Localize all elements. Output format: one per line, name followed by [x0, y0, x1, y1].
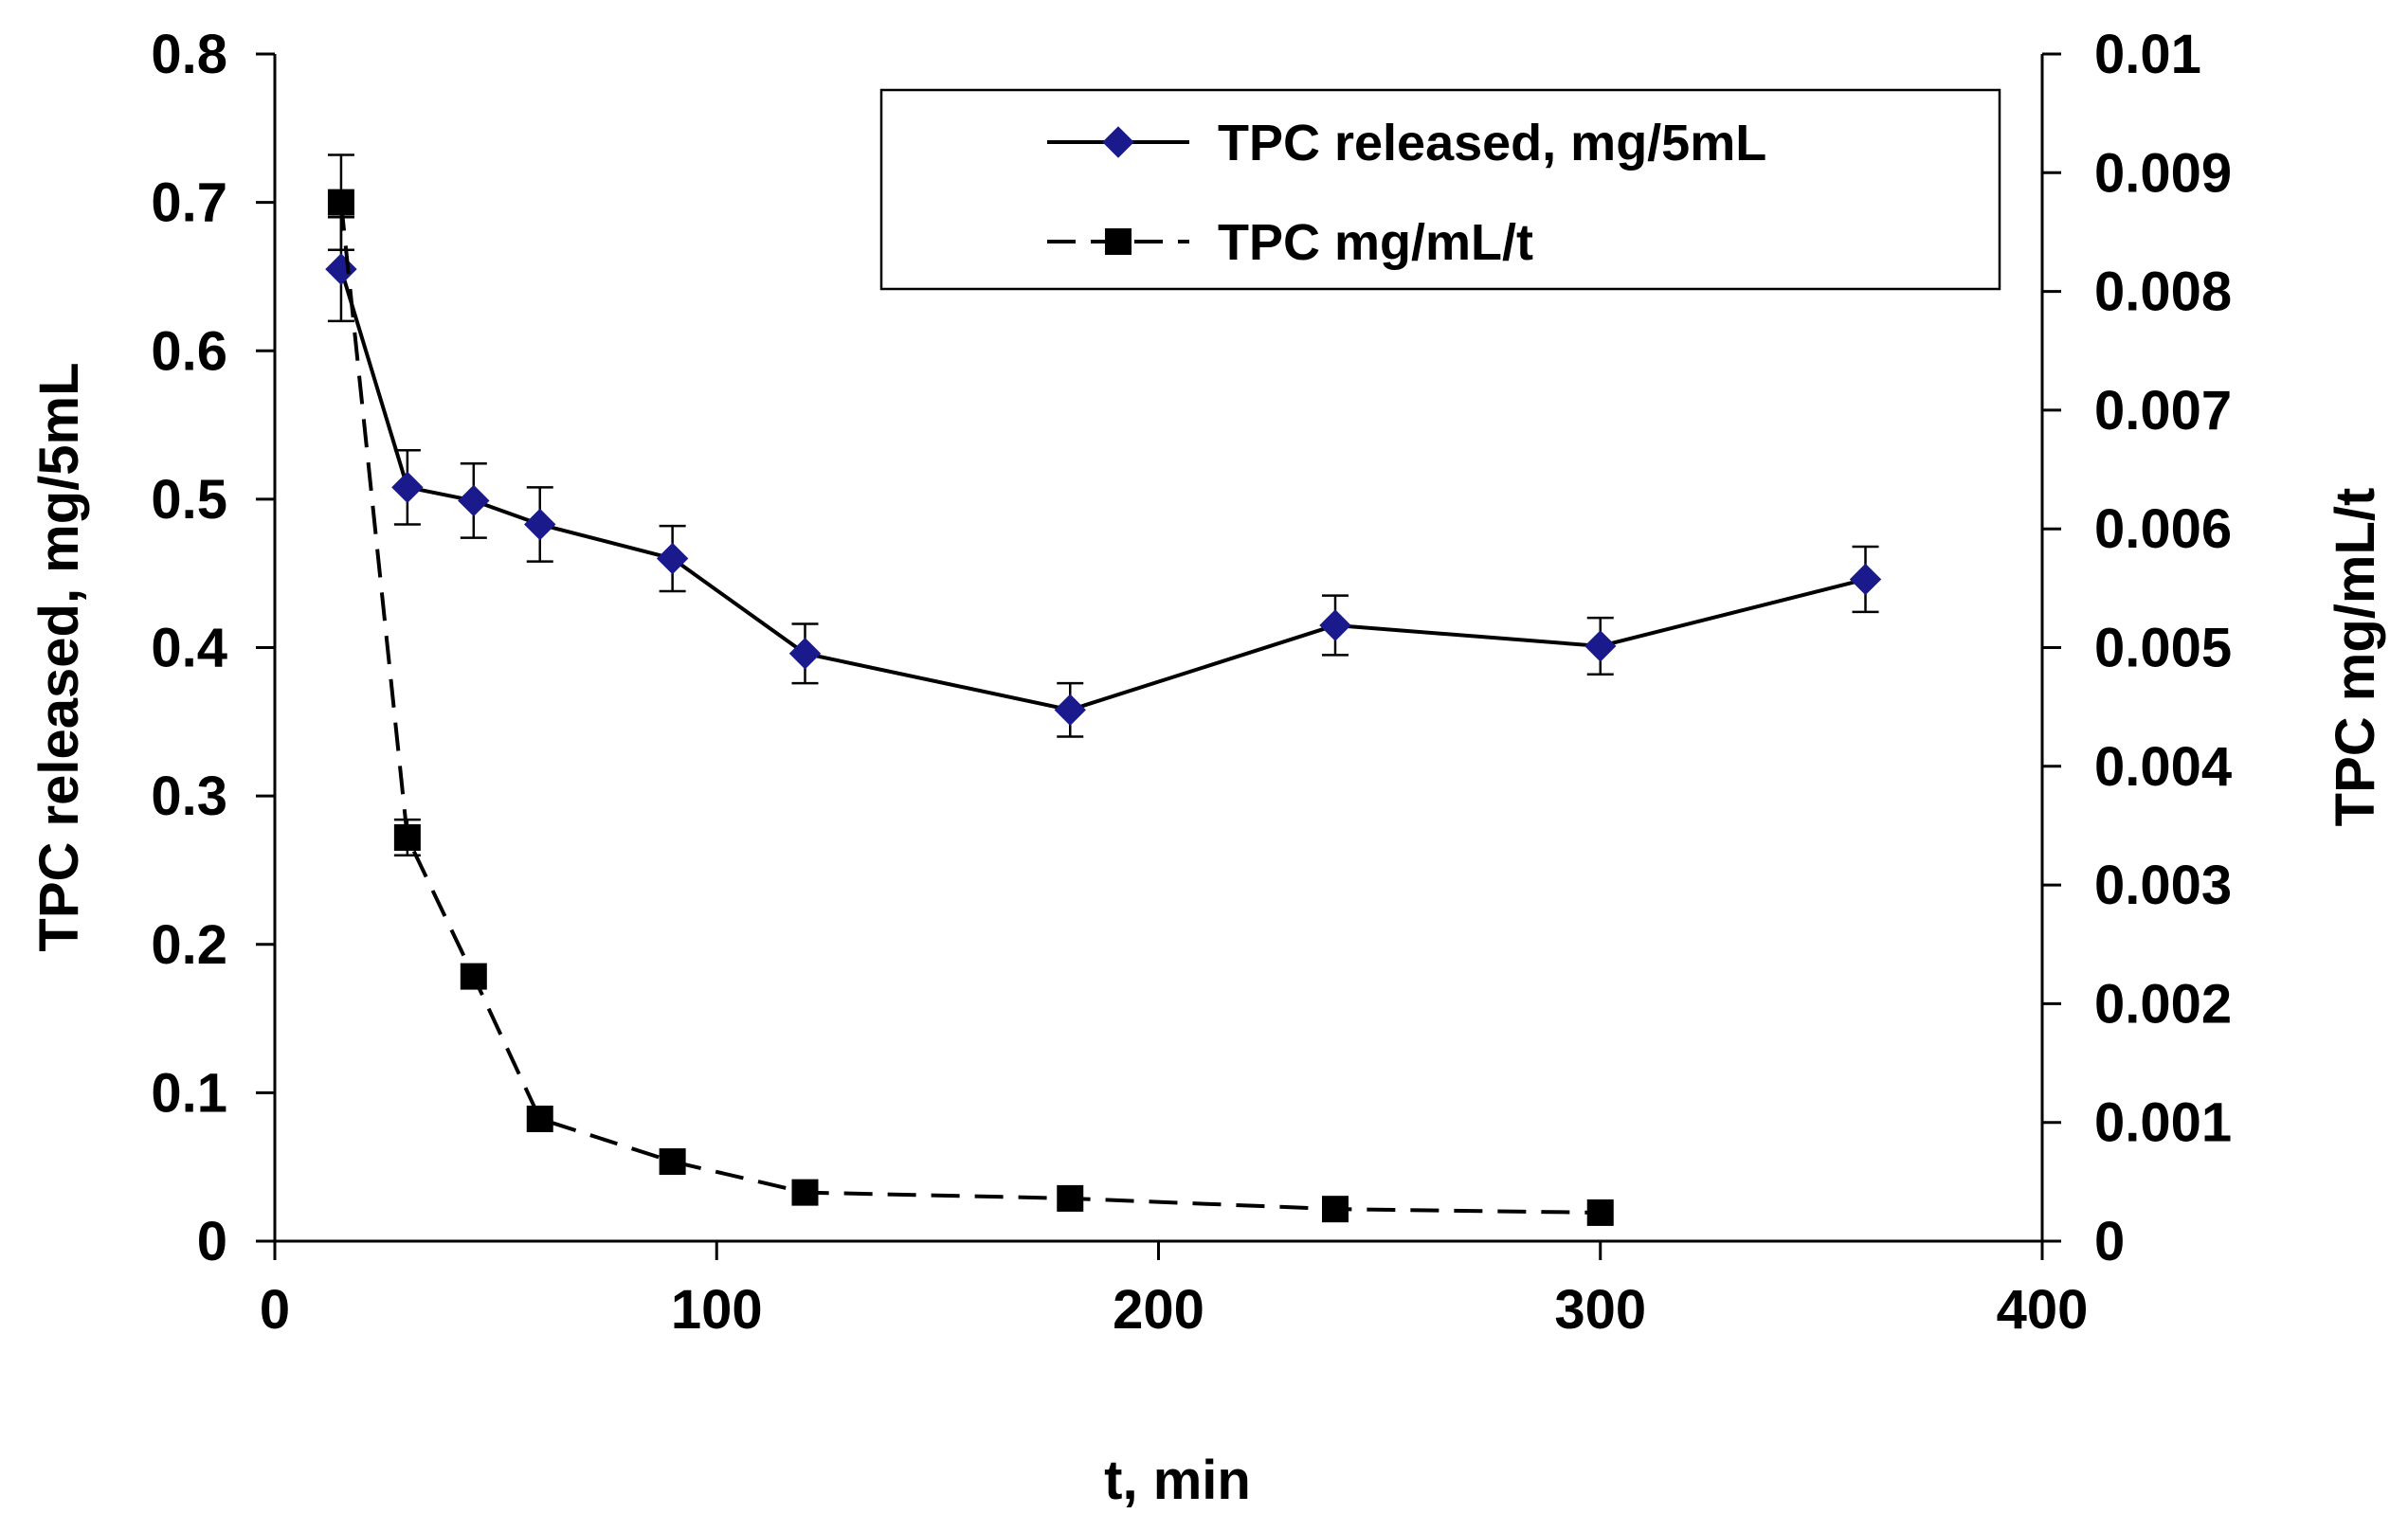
y-right-tick-label: 0.003	[2094, 855, 2232, 916]
y-left-tick-label: 0.5	[151, 469, 227, 531]
data-point-diamond	[788, 638, 822, 670]
y-left-tick-label: 0.3	[151, 766, 227, 827]
series-tpc-released	[325, 216, 1882, 738]
legend-layer: TPC released, mg/5mL TPC mg/mL/t	[879, 88, 2001, 291]
series-line	[339, 268, 1866, 712]
y-right-tick-label: 0	[2094, 1211, 2125, 1272]
data-point-square	[1586, 1199, 1614, 1226]
data-point-square	[791, 1179, 819, 1206]
data-point-square	[1105, 228, 1132, 255]
data-point-diamond	[656, 542, 689, 575]
x-tick-label: 400	[1997, 1279, 2089, 1341]
data-point-square	[1057, 1184, 1084, 1212]
legend-label: TPC released, mg/5mL	[1218, 115, 1766, 171]
axes-layer: 0 100 200 300 40000.10.20.30.40.50.60.70.800…	[28, 24, 2386, 1511]
y-left-tick-label: 0.4	[151, 618, 227, 679]
data-point-diamond	[391, 471, 424, 504]
data-point-square	[1322, 1196, 1349, 1223]
data-point-square	[526, 1105, 553, 1132]
legend-label: TPC mg/mL/t	[1218, 214, 1533, 271]
data-point-diamond	[1584, 630, 1617, 662]
data-point-diamond	[524, 508, 556, 541]
series-layer	[325, 153, 1882, 1226]
data-point-square	[393, 823, 421, 851]
data-point-diamond	[1102, 126, 1134, 158]
series-tpc-rate	[327, 153, 1614, 1226]
y-right-tick-label: 0.002	[2094, 973, 2232, 1035]
y-right-tick-label: 0.009	[2094, 142, 2232, 204]
y-right-tick-label: 0.007	[2094, 380, 2232, 442]
data-point-diamond	[458, 484, 490, 517]
y-right-tick-label: 0.006	[2094, 498, 2232, 560]
data-point-square	[460, 963, 487, 990]
x-tick-label: 100	[671, 1279, 763, 1341]
x-tick-label: 200	[1113, 1279, 1204, 1341]
y-right-tick-label: 0.004	[2094, 736, 2232, 798]
data-point-square	[327, 189, 354, 216]
series-line	[338, 202, 1601, 1215]
data-point-diamond	[1319, 609, 1351, 641]
data-point-diamond	[1054, 694, 1086, 726]
y-right-tick-label: 0.01	[2094, 24, 2201, 85]
y-right-tick-label: 0.008	[2094, 261, 2232, 323]
y-left-tick-label: 0.7	[151, 172, 227, 234]
y-left-tick-label: 0.8	[151, 24, 227, 85]
data-point-diamond	[325, 253, 357, 285]
y-right-tick-label: 0.001	[2094, 1092, 2232, 1154]
legend-box	[879, 88, 2001, 291]
y-left-tick-label: 0.2	[151, 914, 227, 976]
x-tick-label: 0	[260, 1279, 290, 1341]
y-left-tick-label: 0.6	[151, 320, 227, 382]
y-left-tick-label: 0.1	[151, 1062, 227, 1124]
y-axis-left-title: TPC released, mg/5mL	[28, 362, 90, 951]
y-axis-right-title: TPC mg/mL/t	[2325, 488, 2386, 827]
y-left-tick-label: 0	[197, 1211, 227, 1272]
data-point-diamond	[1849, 563, 1882, 596]
data-point-square	[659, 1148, 686, 1176]
x-axis-title: t, min	[1104, 1450, 1251, 1511]
x-tick-label: 300	[1554, 1279, 1646, 1341]
y-right-tick-label: 0.005	[2094, 618, 2232, 679]
